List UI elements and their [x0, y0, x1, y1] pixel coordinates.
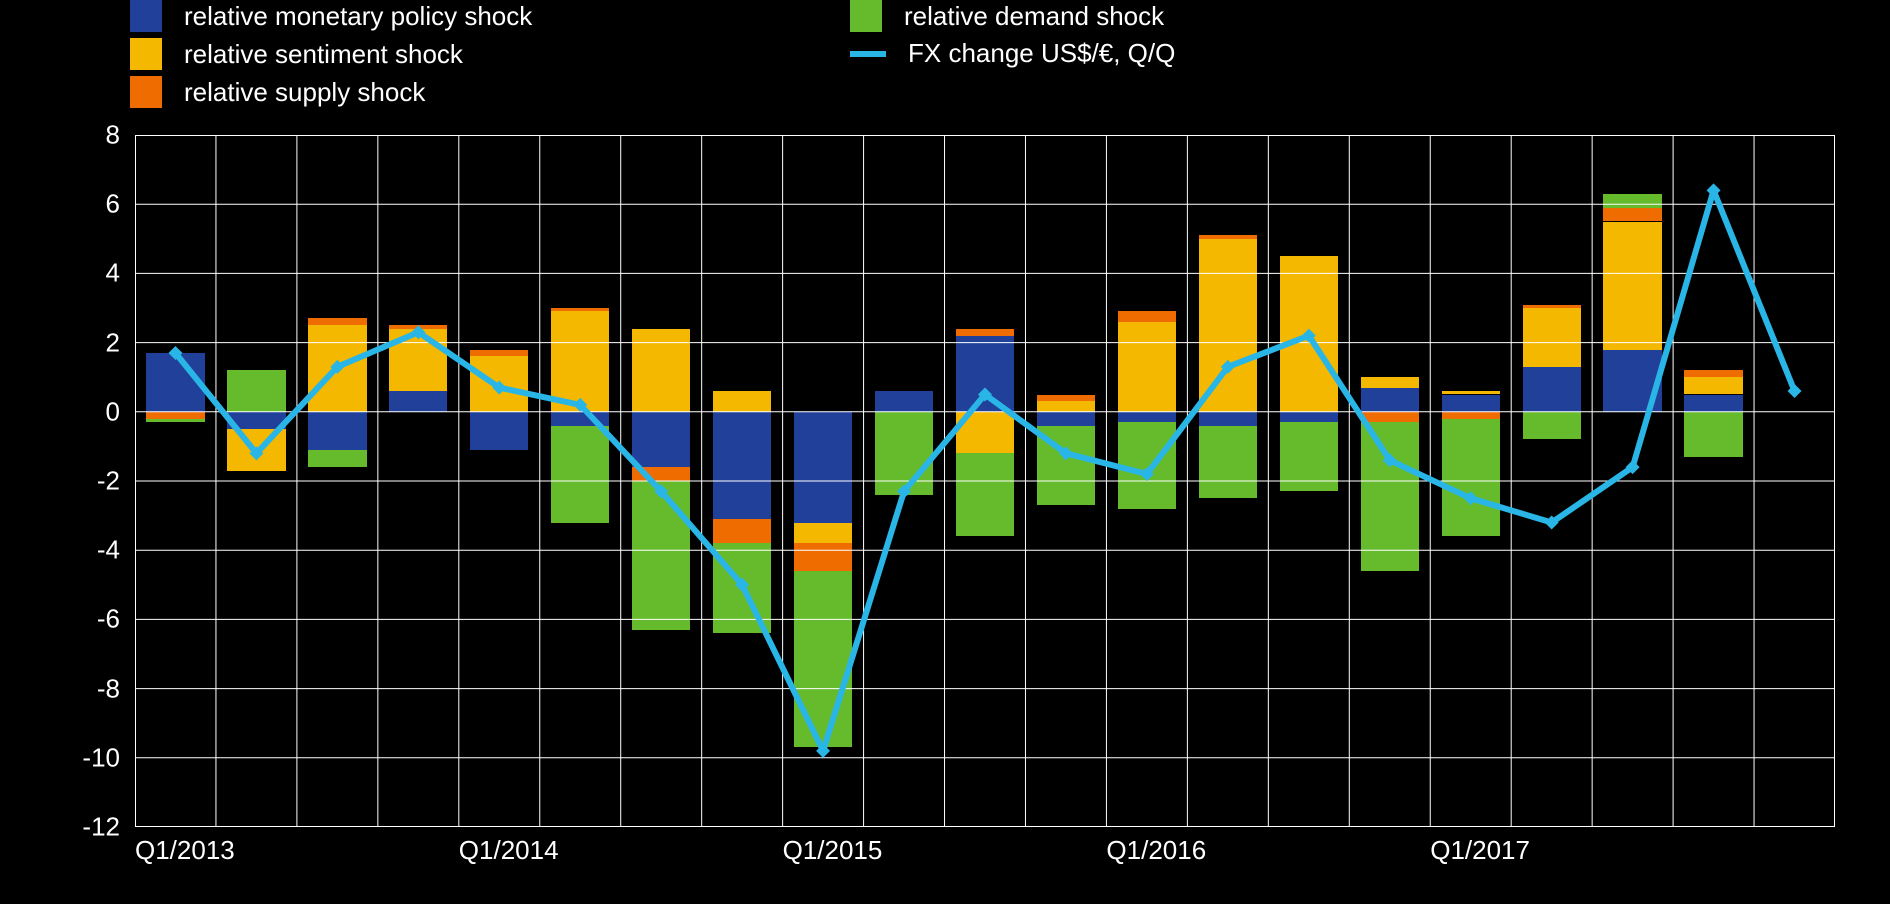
x-tick-label: Q1/2014 — [459, 835, 559, 866]
y-tick-label: -2 — [40, 466, 120, 497]
legend-label: FX change US$/€, Q/Q — [908, 38, 1175, 69]
legend-label: relative sentiment shock — [184, 39, 463, 70]
y-tick-label: -6 — [40, 604, 120, 635]
y-tick-label: 4 — [40, 258, 120, 289]
x-tick-label: Q1/2015 — [783, 835, 883, 866]
legend-label: relative supply shock — [184, 77, 425, 108]
y-tick-label: -10 — [40, 742, 120, 773]
legend-label: relative demand shock — [904, 1, 1164, 32]
x-tick-label: Q1/2016 — [1106, 835, 1206, 866]
y-tick-label: -12 — [40, 812, 120, 843]
legend-item: relative supply shock — [130, 76, 425, 108]
chart-root: relative monetary policy shock relative s… — [0, 0, 1890, 904]
legend-swatch — [130, 38, 162, 70]
fx-line — [175, 190, 1794, 751]
y-tick-label: 8 — [40, 120, 120, 151]
legend: relative monetary policy shock relative s… — [130, 0, 1780, 115]
legend-line-swatch — [850, 51, 886, 57]
legend-item: relative sentiment shock — [130, 38, 463, 70]
legend-item: relative demand shock — [850, 0, 1164, 32]
legend-swatch — [130, 0, 162, 32]
y-tick-label: 0 — [40, 396, 120, 427]
y-tick-label: 6 — [40, 189, 120, 220]
legend-swatch — [130, 76, 162, 108]
y-tick-label: 2 — [40, 327, 120, 358]
legend-item: relative monetary policy shock — [130, 0, 532, 32]
plot-area — [135, 135, 1835, 827]
line-layer — [135, 135, 1835, 827]
y-tick-label: -4 — [40, 535, 120, 566]
y-tick-label: -8 — [40, 673, 120, 704]
legend-swatch — [850, 0, 882, 32]
legend-label: relative monetary policy shock — [184, 1, 532, 32]
legend-item: FX change US$/€, Q/Q — [850, 38, 1175, 69]
x-tick-label: Q1/2017 — [1430, 835, 1530, 866]
x-tick-label: Q1/2013 — [135, 835, 235, 866]
